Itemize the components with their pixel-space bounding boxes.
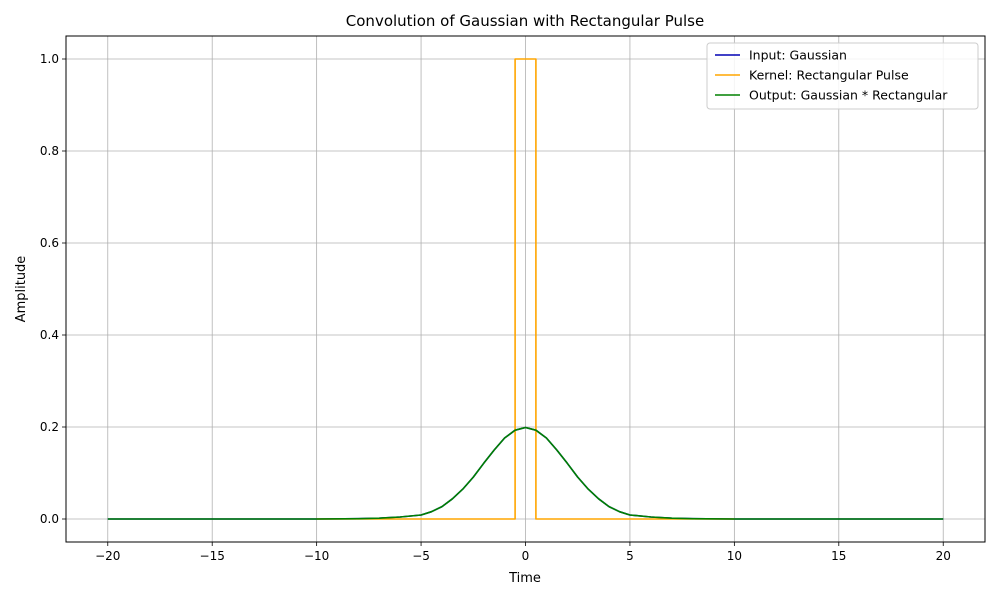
x-tick-label: 0 <box>522 549 530 563</box>
chart-title: Convolution of Gaussian with Rectangular… <box>346 12 704 30</box>
x-axis-label: Time <box>508 571 541 586</box>
grid <box>66 36 985 542</box>
ticks: −20 −15 −10 −5 0 5 10 15 20 0.0 0.2 0.4 0.6 0.8 1.0 <box>40 52 951 563</box>
y-tick-label: 1.0 <box>40 52 59 66</box>
legend-label: Kernel: Rectangular Pulse <box>749 68 909 83</box>
x-tick-label: −10 <box>304 549 329 563</box>
x-tick-label: −20 <box>95 549 120 563</box>
legend-label: Input: Gaussian <box>749 48 847 63</box>
y-axis-label: Amplitude <box>14 256 29 323</box>
y-tick-label: 0.4 <box>40 328 59 342</box>
y-tick-label: 0.0 <box>40 512 59 526</box>
x-tick-label: 10 <box>727 549 742 563</box>
series-line-2 <box>316 58 735 520</box>
x-tick-label: 5 <box>626 549 634 563</box>
x-tick-label: 20 <box>936 549 951 563</box>
legend: Input: Gaussian Kernel: Rectangular Pulse… <box>706 42 979 110</box>
legend-label: Output: Gaussian * Rectangular <box>749 88 948 103</box>
x-tick-label: −15 <box>200 549 225 563</box>
y-tick-label: 0.2 <box>40 420 59 434</box>
series-group <box>107 58 944 520</box>
y-tick-label: 0.6 <box>40 236 59 250</box>
legend-box <box>706 42 979 110</box>
x-tick-label: 15 <box>831 549 846 563</box>
y-tick-label: 0.8 <box>40 144 59 158</box>
x-tick-label: −5 <box>412 549 430 563</box>
series-line-3 <box>107 426 944 520</box>
